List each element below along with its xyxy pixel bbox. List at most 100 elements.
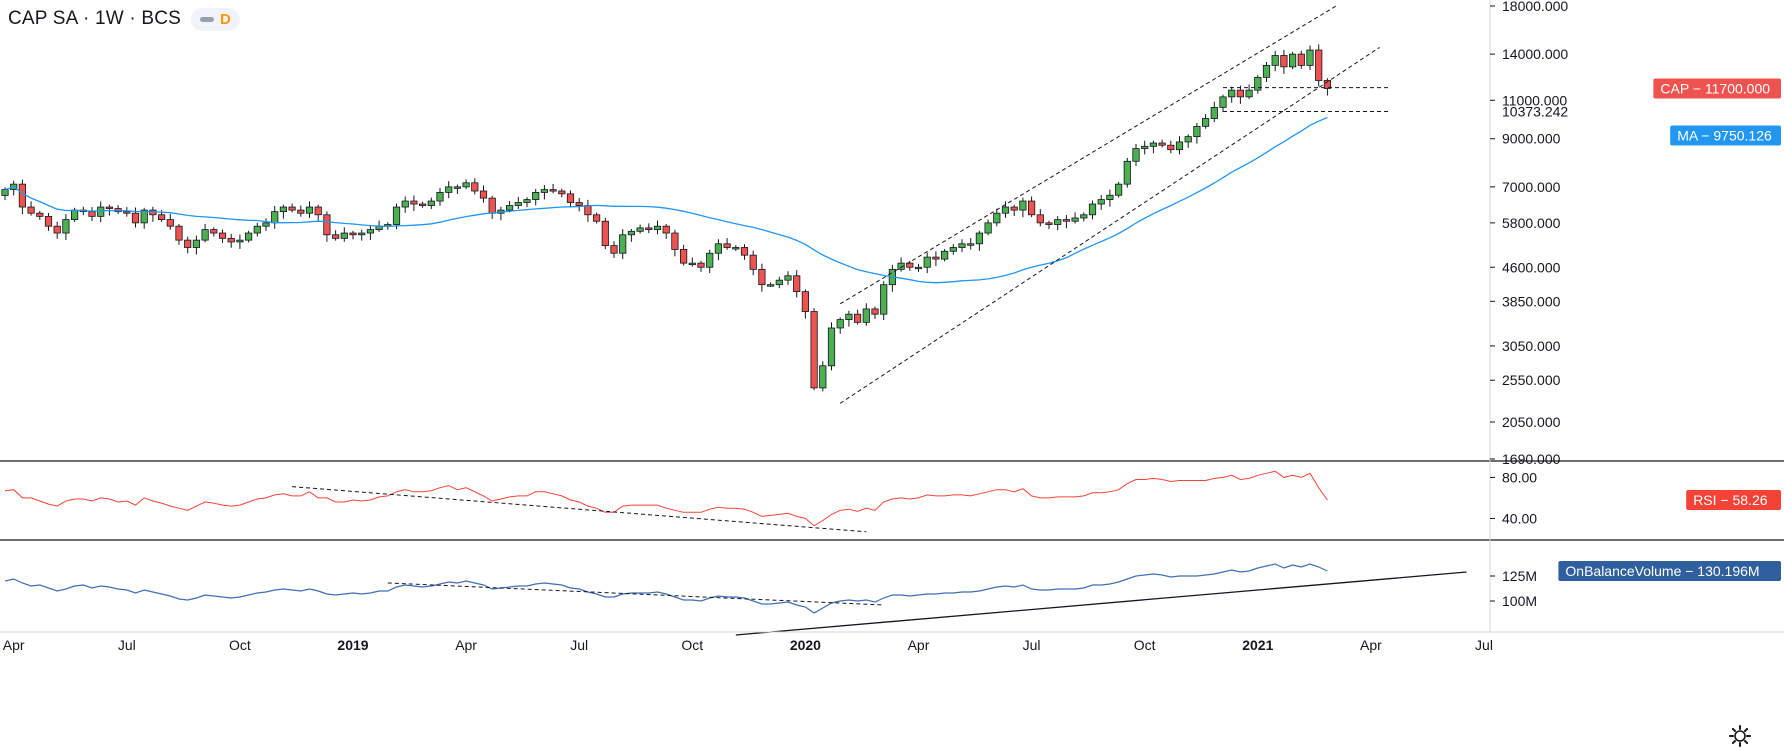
candle bbox=[166, 213, 174, 230]
candle-body bbox=[1019, 200, 1027, 211]
candle-body bbox=[1141, 145, 1149, 149]
x-tick-label: Oct bbox=[1134, 637, 1156, 653]
candle bbox=[1175, 136, 1184, 155]
candle-body bbox=[697, 262, 705, 268]
candle-body bbox=[740, 247, 749, 256]
candle bbox=[462, 179, 470, 190]
rsi-pane[interactable] bbox=[4, 470, 1328, 533]
x-tick-label: 2021 bbox=[1242, 637, 1273, 653]
candle bbox=[1210, 101, 1218, 123]
candle-body bbox=[1080, 214, 1088, 219]
y-tick-label: 2050.000 bbox=[1502, 414, 1561, 430]
candle bbox=[523, 197, 531, 208]
y-tick-label: 40.00 bbox=[1502, 510, 1537, 526]
obv-pane[interactable] bbox=[4, 563, 1467, 636]
data-status-badge[interactable]: D bbox=[191, 7, 240, 31]
y-tick-label: 11000.000 bbox=[1502, 92, 1567, 108]
candle-body bbox=[610, 245, 618, 254]
candle bbox=[1045, 220, 1053, 230]
candle-body bbox=[366, 229, 375, 234]
candle bbox=[941, 249, 949, 262]
candle-body bbox=[775, 279, 783, 286]
candle-body bbox=[1262, 64, 1271, 78]
symbol-title[interactable]: CAP SA · 1W · BCS bbox=[8, 8, 182, 29]
candle-body bbox=[575, 202, 583, 206]
candle-body bbox=[1219, 96, 1227, 108]
candle bbox=[1054, 216, 1062, 231]
candle-body bbox=[732, 247, 740, 250]
candle-body bbox=[993, 212, 1001, 224]
candle-body bbox=[218, 232, 227, 239]
candle-body bbox=[1202, 118, 1210, 127]
candle bbox=[27, 201, 35, 216]
candle-body bbox=[906, 262, 914, 268]
x-tick-label: Apr bbox=[3, 637, 25, 653]
candle-body bbox=[1062, 219, 1070, 222]
y-tick-label: 18000.000 bbox=[1502, 0, 1568, 14]
obv-value-tag-text: OnBalanceVolume − 130.196M bbox=[1565, 563, 1759, 579]
candle bbox=[1228, 86, 1236, 103]
level-price-label: 10373.242 bbox=[1502, 104, 1568, 120]
candle bbox=[1115, 181, 1123, 198]
candle-body bbox=[62, 219, 70, 234]
candle bbox=[418, 201, 427, 208]
candle bbox=[288, 203, 296, 213]
candle bbox=[1071, 212, 1079, 224]
candle-body bbox=[984, 222, 992, 234]
candle-body bbox=[1306, 49, 1314, 66]
candle bbox=[1132, 144, 1140, 166]
candle bbox=[558, 188, 566, 198]
y-tick-label: 100M bbox=[1502, 593, 1537, 609]
candle-body bbox=[1184, 136, 1192, 143]
candle-body bbox=[723, 243, 731, 248]
candle bbox=[201, 223, 209, 243]
candle bbox=[18, 179, 27, 215]
x-tick-label: Jul bbox=[570, 637, 588, 653]
y-tick-label: 14000.000 bbox=[1502, 46, 1568, 62]
candle bbox=[192, 235, 200, 255]
candle bbox=[184, 236, 192, 254]
candle bbox=[427, 197, 435, 209]
candle-body bbox=[653, 225, 662, 230]
candle-body bbox=[680, 248, 688, 264]
delay-badge-letter: D bbox=[220, 10, 231, 28]
candle-body bbox=[749, 254, 757, 270]
candle bbox=[323, 211, 331, 242]
ma-value-tag-bg bbox=[1670, 125, 1781, 146]
candle-body bbox=[1010, 206, 1018, 211]
x-tick-label: Jul bbox=[1475, 637, 1493, 653]
y-tick-label: 80.00 bbox=[1502, 469, 1537, 485]
candle bbox=[88, 207, 96, 222]
candle-body bbox=[227, 237, 235, 243]
candle-body bbox=[627, 230, 636, 236]
obv-resistance-trendline bbox=[387, 582, 884, 606]
candle bbox=[714, 239, 723, 261]
candle bbox=[810, 308, 818, 391]
candle bbox=[97, 201, 105, 223]
candle bbox=[540, 185, 549, 200]
channel-lower-line bbox=[839, 46, 1380, 404]
candle bbox=[392, 203, 401, 230]
candle-body bbox=[314, 206, 322, 216]
candle bbox=[218, 229, 227, 243]
candle bbox=[210, 227, 218, 237]
candle bbox=[1323, 78, 1331, 96]
candle-body bbox=[1149, 142, 1157, 147]
candle bbox=[479, 185, 488, 203]
candle-body bbox=[671, 232, 679, 250]
candle bbox=[123, 207, 131, 217]
candle-body bbox=[1193, 125, 1201, 138]
candle-body bbox=[436, 192, 444, 202]
candle bbox=[767, 282, 775, 287]
price-pane[interactable] bbox=[1, 5, 1389, 404]
candle-body bbox=[1289, 53, 1297, 68]
candle-body bbox=[810, 311, 818, 389]
candle-body bbox=[827, 327, 836, 367]
x-tick-label: Apr bbox=[1360, 637, 1382, 653]
candle-body bbox=[184, 239, 192, 248]
gear-icon[interactable] bbox=[1728, 724, 1752, 748]
candle bbox=[862, 303, 870, 326]
candle-body bbox=[1036, 214, 1044, 224]
candle bbox=[906, 260, 914, 271]
